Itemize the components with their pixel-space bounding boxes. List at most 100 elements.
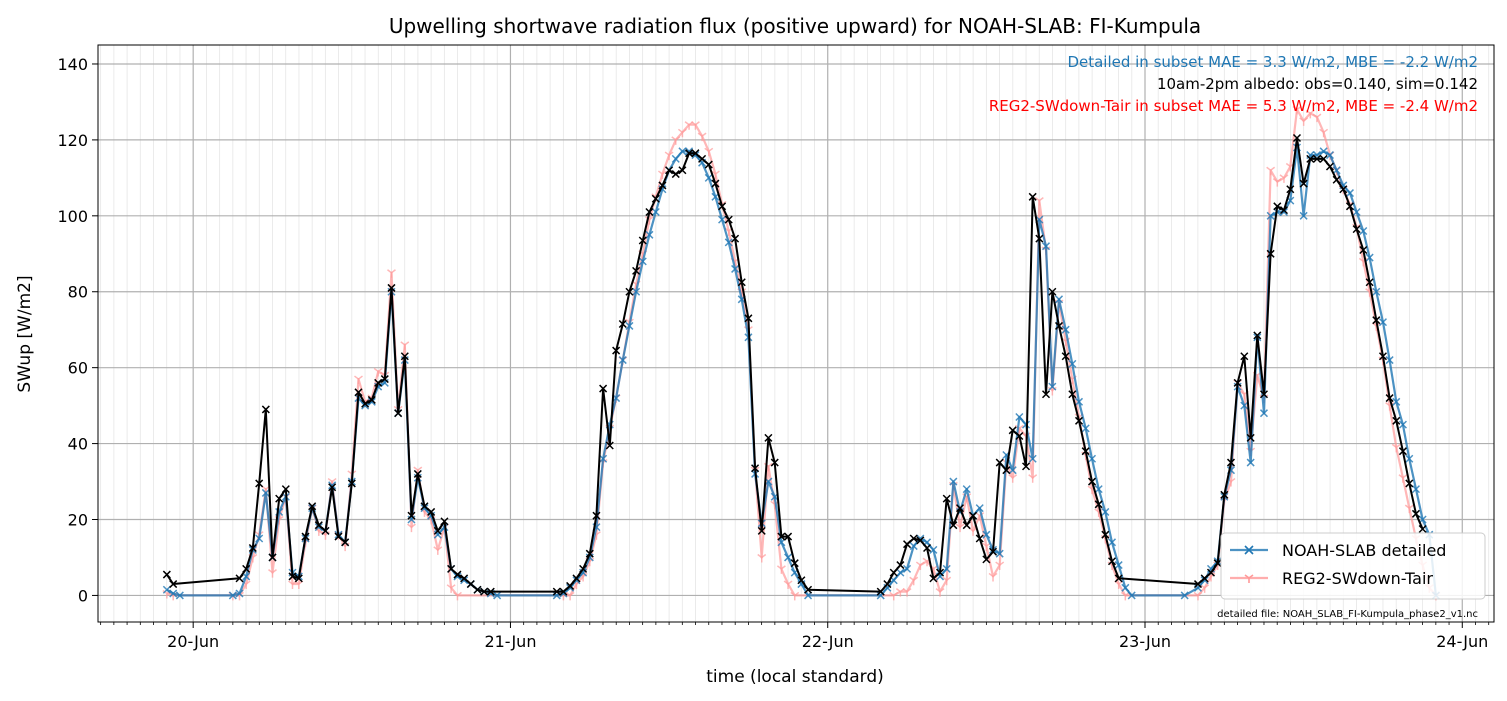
x-tick-label: 20-Jun xyxy=(167,632,219,651)
data-point xyxy=(162,570,171,579)
data-point xyxy=(1107,538,1117,547)
data-point xyxy=(440,517,449,526)
data-point xyxy=(486,587,495,596)
data-point xyxy=(446,584,456,593)
data-point xyxy=(1101,530,1110,539)
plot-frame xyxy=(97,44,1495,623)
data-point xyxy=(784,553,793,562)
data-point xyxy=(718,215,727,224)
data-point xyxy=(988,572,998,582)
data-point xyxy=(387,283,396,292)
data-point xyxy=(559,587,568,596)
data-point xyxy=(1266,166,1276,176)
data-point xyxy=(1352,225,1361,234)
x-tick-label: 24-Jun xyxy=(1436,632,1488,651)
data-point xyxy=(618,319,627,329)
data-point xyxy=(903,564,912,573)
data-point xyxy=(691,149,700,158)
data-point xyxy=(1021,462,1031,471)
data-point xyxy=(1378,318,1387,327)
data-point xyxy=(281,485,290,494)
data-point xyxy=(1094,485,1103,494)
data-point xyxy=(228,591,237,600)
data-point xyxy=(1418,524,1427,534)
data-point xyxy=(268,569,277,578)
chart-title: Upwelling shortwave radiation flux (posi… xyxy=(389,14,1201,38)
data-point xyxy=(1002,466,1011,475)
data-point xyxy=(328,481,337,490)
data-point xyxy=(764,433,773,442)
data-point xyxy=(374,378,383,387)
data-point xyxy=(1372,316,1381,325)
data-point xyxy=(1081,424,1090,433)
data-point xyxy=(255,534,264,543)
data-point xyxy=(1392,416,1401,425)
data-point xyxy=(460,574,469,583)
data-point xyxy=(1352,207,1361,217)
data-point xyxy=(889,568,898,577)
data-point xyxy=(275,494,284,503)
data-point xyxy=(1127,591,1136,600)
data-point xyxy=(1398,447,1407,456)
data-point xyxy=(1240,352,1249,361)
data-point xyxy=(1312,113,1322,123)
data-point xyxy=(1061,352,1070,361)
footnote-detailed-file: detailed file: NOAH_SLAB_FI-Kumpula_phas… xyxy=(1217,609,1478,620)
data-point xyxy=(373,367,383,377)
data-point xyxy=(1273,202,1282,211)
data-point xyxy=(757,526,766,535)
data-point xyxy=(690,121,700,130)
legend-label-noah: NOAH-SLAB detailed xyxy=(1282,541,1446,560)
y-axis-label: SWup [W/m2] xyxy=(15,275,35,392)
data-point xyxy=(1272,178,1282,187)
data-point xyxy=(790,591,800,601)
data-point xyxy=(685,149,694,158)
data-point xyxy=(784,532,793,541)
data-point xyxy=(1015,412,1024,422)
data-point xyxy=(1378,352,1387,361)
annotation-albedo: 10am-2pm albedo: obs=0.140, sim=0.142 xyxy=(1157,75,1478,93)
data-point xyxy=(268,553,277,562)
data-point xyxy=(1332,175,1341,184)
data-point xyxy=(1325,151,1335,160)
data-point xyxy=(1411,509,1420,518)
data-point xyxy=(929,545,938,554)
data-point xyxy=(1312,154,1321,163)
data-point xyxy=(1345,189,1354,198)
data-point xyxy=(169,589,178,598)
data-point xyxy=(453,591,462,601)
data-point xyxy=(975,504,984,513)
data-point xyxy=(1279,174,1289,183)
annotation-reg2-stats: REG2-SWdown-Tair in subset MAE = 5.3 W/m… xyxy=(989,97,1478,115)
axes-layer: 20-Jun 21-Jun 22-Jun 23-Jun 24-Jun 0 20 40 60 80 1… xyxy=(57,55,1490,651)
data-point xyxy=(751,464,760,473)
data-point xyxy=(347,479,356,488)
data-point xyxy=(1068,390,1077,399)
data-point xyxy=(466,580,475,589)
data-point xyxy=(566,581,575,590)
data-point xyxy=(599,384,608,393)
data-point xyxy=(969,511,978,520)
data-point xyxy=(902,588,912,597)
y-tick-label: 80 xyxy=(68,283,88,302)
data-point xyxy=(770,458,779,467)
data-point xyxy=(671,170,680,179)
data-point xyxy=(433,546,443,555)
data-point xyxy=(473,585,482,594)
data-point xyxy=(645,207,654,217)
data-point xyxy=(955,504,965,513)
data-point xyxy=(975,534,984,543)
data-point xyxy=(1319,128,1329,138)
data-point xyxy=(995,561,1005,571)
data-point xyxy=(1299,211,1308,220)
data-point xyxy=(664,151,674,161)
data-point xyxy=(638,257,647,266)
data-point xyxy=(1385,356,1394,365)
data-point xyxy=(982,530,991,539)
data-point xyxy=(632,266,641,275)
data-point xyxy=(361,399,370,408)
data-point xyxy=(321,526,330,535)
data-point xyxy=(916,536,925,545)
data-point xyxy=(1028,454,1037,463)
